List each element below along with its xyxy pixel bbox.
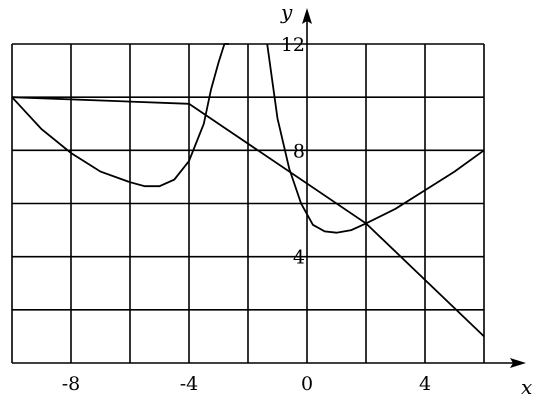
series-line-3 bbox=[266, 43, 485, 234]
series-line-1 bbox=[11, 96, 485, 338]
y-tick-label: 12 bbox=[281, 34, 305, 56]
y-axis-title: y bbox=[280, 0, 293, 24]
x-axis-title: x bbox=[521, 375, 532, 399]
x-tick-label: 4 bbox=[419, 373, 431, 395]
tick-labels: -8 -4 0 4 4 8 12 bbox=[62, 34, 431, 395]
grid bbox=[11, 43, 485, 363]
x-tick-label: -8 bbox=[62, 373, 81, 395]
axes bbox=[12, 8, 526, 368]
y-axis-arrow-icon bbox=[302, 8, 312, 24]
x-tick-label: 0 bbox=[301, 373, 313, 395]
series-line-2 bbox=[11, 43, 229, 188]
x-tick-label: -4 bbox=[180, 373, 199, 395]
x-axis-arrow-icon bbox=[510, 358, 526, 368]
series-group bbox=[11, 43, 485, 338]
y-tick-label: 8 bbox=[293, 140, 305, 162]
y-tick-label: 4 bbox=[293, 247, 305, 269]
